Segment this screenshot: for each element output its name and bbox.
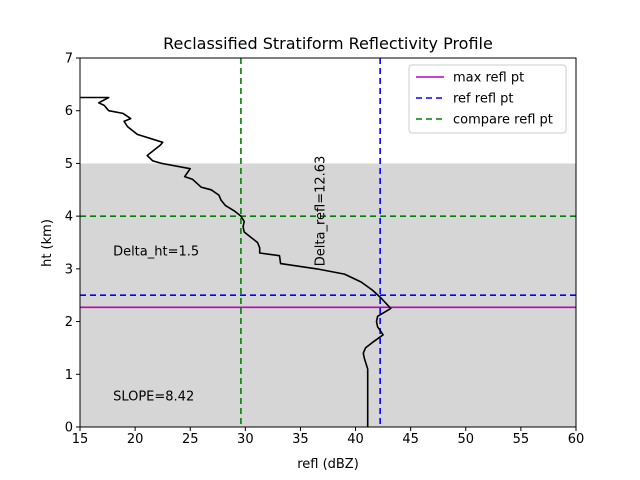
y-tick-label: 4 — [65, 210, 73, 225]
x-tick-label: 25 — [182, 432, 199, 447]
y-axis-ticks: 0 1 2 3 4 5 6 7 — [65, 52, 80, 436]
x-tick-label: 55 — [513, 432, 530, 447]
y-tick-label: 3 — [65, 262, 73, 277]
x-axis-label: refl (dBZ) — [297, 457, 359, 472]
legend-label: ref refl pt — [453, 92, 514, 107]
y-tick-label: 5 — [65, 157, 73, 172]
x-tick-label: 45 — [402, 432, 419, 447]
annotation-slope: SLOPE=8.42 — [113, 390, 194, 405]
annotations: Delta_ht=1.5 SLOPE=8.42 Delta_refl=12.63 — [113, 156, 329, 405]
x-tick-label: 60 — [568, 432, 585, 447]
y-tick-label: 7 — [65, 52, 73, 67]
legend-label: compare refl pt — [453, 113, 553, 128]
annotation-delta-ht: Delta_ht=1.5 — [113, 245, 199, 260]
axes-frame — [79, 57, 577, 428]
y-axis-label: ht (km) — [40, 219, 55, 267]
x-tick-label: 15 — [72, 432, 89, 447]
legend: max refl pt ref refl pt compare refl pt — [408, 64, 567, 134]
annotation-delta-refl: Delta_refl=12.63 — [314, 156, 329, 267]
y-tick-label: 6 — [65, 104, 73, 119]
chart-title: Reclassified Stratiform Reflectivity Pro… — [163, 34, 493, 53]
profile-line — [80, 96, 392, 427]
legend-box — [408, 64, 567, 134]
y-tick-label: 1 — [65, 368, 73, 383]
x-tick-label: 30 — [237, 432, 254, 447]
x-tick-label: 35 — [292, 432, 309, 447]
x-tick-label: 40 — [347, 432, 364, 447]
y-tick-label: 2 — [65, 315, 73, 330]
legend-label: max refl pt — [453, 71, 524, 86]
x-tick-label: 50 — [458, 432, 475, 447]
x-tick-label: 20 — [127, 432, 144, 447]
reference-lines — [80, 58, 576, 427]
x-axis-ticks: 15 20 25 30 35 40 45 50 55 60 — [72, 427, 585, 447]
y-tick-label: 0 — [65, 421, 73, 436]
